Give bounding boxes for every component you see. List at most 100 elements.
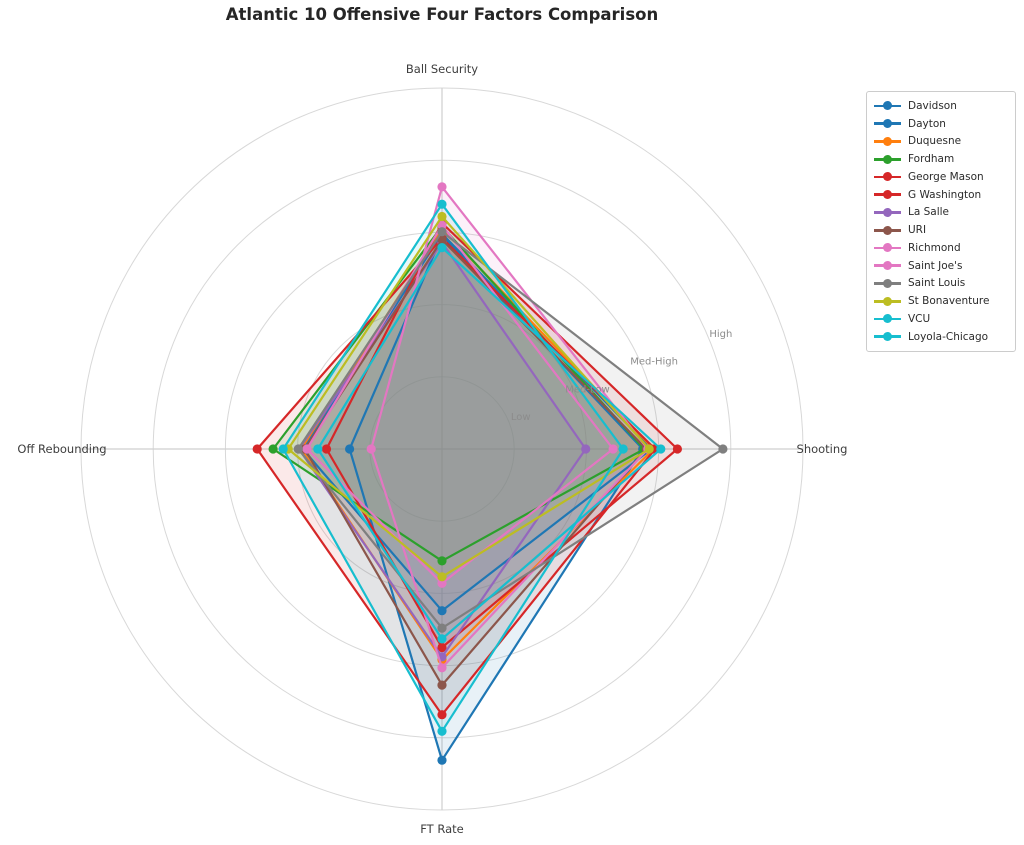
legend-line-dot-icon <box>874 101 901 111</box>
radar-point-vcu-ft-rate <box>437 726 447 736</box>
radar-point-vcu-ball-security <box>437 199 447 209</box>
legend-line-dot-icon <box>874 296 901 306</box>
radar-point-richmond-shooting <box>608 444 618 454</box>
radar-fill-saint-joe-s <box>371 186 648 668</box>
radar-point-g-washington-off-rebounding <box>321 444 332 454</box>
radar-fill-richmond <box>307 225 614 584</box>
legend-line-dot-icon <box>874 119 901 129</box>
series-fills <box>257 186 723 761</box>
legend-item-davidson: Davidson <box>874 97 1009 115</box>
radar-point-loyola-chicago-off-rebounding <box>313 444 323 454</box>
legend-item-la-salle: La Salle <box>874 204 1009 222</box>
legend-item-vcu: VCU <box>874 310 1009 328</box>
radar-point-saint-joe-s-off-rebounding <box>366 444 376 454</box>
legend-label: Dayton <box>908 117 946 130</box>
axis-label-ball-security: Ball Security <box>406 62 478 76</box>
radar-point-uri-ft-rate <box>437 680 447 690</box>
legend-line-dot-icon <box>874 278 901 288</box>
radar-point-saint-louis-off-rebounding <box>293 444 303 454</box>
radar-point-richmond-ft-rate <box>437 578 447 588</box>
radar-point-loyola-chicago-ft-rate <box>437 634 447 644</box>
legend-item-saint-louis: Saint Louis <box>874 275 1009 293</box>
legend-item-duquesne: Duquesne <box>874 133 1009 151</box>
legend-line-dot-icon <box>874 225 901 235</box>
legend-item-g-washington: G Washington <box>874 186 1009 204</box>
radar-fill-dayton <box>302 233 652 611</box>
radial-tick-label-low: Low <box>511 412 531 423</box>
legend-label: La Salle <box>908 206 950 219</box>
legend-label: George Mason <box>908 170 984 183</box>
legend-label: Davidson <box>908 99 957 112</box>
radar-fill-duquesne <box>301 228 654 660</box>
legend-item-richmond: Richmond <box>874 239 1009 257</box>
radial-tick-label-med-high: Med-High <box>630 357 678 368</box>
legend-line-dot-icon <box>874 154 901 164</box>
legend-item-loyola-chicago: Loyola-Chicago <box>874 328 1009 346</box>
legend-label: Saint Joe's <box>908 259 963 272</box>
legend-label: Richmond <box>908 241 961 254</box>
radar-point-st-bonaventure-ball-security <box>437 211 447 222</box>
radial-tick-labels: Low Med-Low Med-High High <box>511 329 732 423</box>
radar-fill-fordham <box>273 226 645 561</box>
radar-point-loyola-chicago-ball-security <box>437 243 447 253</box>
legend-label: Loyola-Chicago <box>908 330 989 343</box>
radar-point-g-washington-shooting <box>672 444 683 454</box>
radar-point-richmond-ball-security <box>437 220 447 230</box>
radar-point-saint-louis-ft-rate <box>437 623 447 633</box>
series-lines <box>252 182 728 765</box>
radar-point-loyola-chicago-shooting <box>656 444 666 454</box>
legend-label: Saint Louis <box>908 277 966 290</box>
radar-point-saint-joe-s-ball-security <box>437 182 447 192</box>
legend: Davidson Dayton Duquesne Fordham George Maso… <box>866 91 1016 352</box>
legend-line-dot-icon <box>874 207 901 217</box>
radar-point-richmond-off-rebounding <box>302 444 312 454</box>
radar-point-st-bonaventure-ft-rate <box>437 572 447 582</box>
radar-point-george-mason-off-rebounding <box>252 444 262 454</box>
legend-item-george-mason: George Mason <box>874 168 1009 186</box>
radar-point-vcu-off-rebounding <box>278 444 288 454</box>
radar-fill-saint-louis <box>298 231 723 629</box>
legend-line-dot-icon <box>874 136 901 146</box>
legend-line-dot-icon <box>874 172 901 182</box>
legend-item-saint-joe-s: Saint Joe's <box>874 257 1009 275</box>
legend-item-st-bonaventure: St Bonaventure <box>874 292 1009 310</box>
legend-line-dot-icon <box>874 332 901 342</box>
legend-line-dot-icon <box>874 243 901 253</box>
radial-tick-label-high: High <box>709 329 732 340</box>
legend-label: St Bonaventure <box>908 295 990 308</box>
radial-tick-label-med-low: Med-Low <box>565 384 609 395</box>
axis-label-off-rebounding: Off Rebounding <box>17 442 106 456</box>
legend-line-dot-icon <box>874 314 901 324</box>
chart-title: Atlantic 10 Offensive Four Factors Compa… <box>225 5 659 24</box>
radar-point-saint-joe-s-ft-rate <box>437 663 447 673</box>
radar-point-saint-louis-shooting <box>718 444 728 454</box>
radar-point-st-bonaventure-shooting <box>644 444 654 454</box>
radar-point-dayton-ft-rate <box>437 606 447 616</box>
legend-label: VCU <box>908 312 931 325</box>
legend-label: Duquesne <box>908 135 962 148</box>
radar-fill-uri <box>304 239 647 686</box>
radar-fill-loyola-chicago <box>317 247 661 639</box>
radar-point-saint-louis-ball-security <box>437 227 447 237</box>
legend-label: Fordham <box>908 153 955 166</box>
legend-label: URI <box>908 224 927 237</box>
axis-labels: Ball Security Shooting FT Rate Off Reboundi… <box>17 62 847 836</box>
legend-item-uri: URI <box>874 221 1009 239</box>
axis-label-ft-rate: FT Rate <box>420 822 463 836</box>
legend-line-dot-icon <box>874 190 901 200</box>
radar-point-davidson-ft-rate <box>437 755 447 765</box>
legend-item-dayton: Dayton <box>874 115 1009 133</box>
radar-point-vcu-shooting <box>618 444 628 454</box>
radar-point-fordham-off-rebounding <box>268 444 278 454</box>
radar-point-fordham-ft-rate <box>437 556 447 566</box>
axis-label-shooting: Shooting <box>797 442 848 456</box>
radar-point-la-salle-shooting <box>581 444 591 454</box>
legend-item-fordham: Fordham <box>874 150 1009 168</box>
legend-line-dot-icon <box>874 261 901 271</box>
radar-point-davidson-off-rebounding <box>345 444 355 454</box>
legend-label: G Washington <box>908 188 982 201</box>
radar-point-uri-ball-security <box>437 235 447 245</box>
radar-point-george-mason-ft-rate <box>437 710 447 720</box>
radar-point-g-washington-ft-rate <box>437 642 447 653</box>
